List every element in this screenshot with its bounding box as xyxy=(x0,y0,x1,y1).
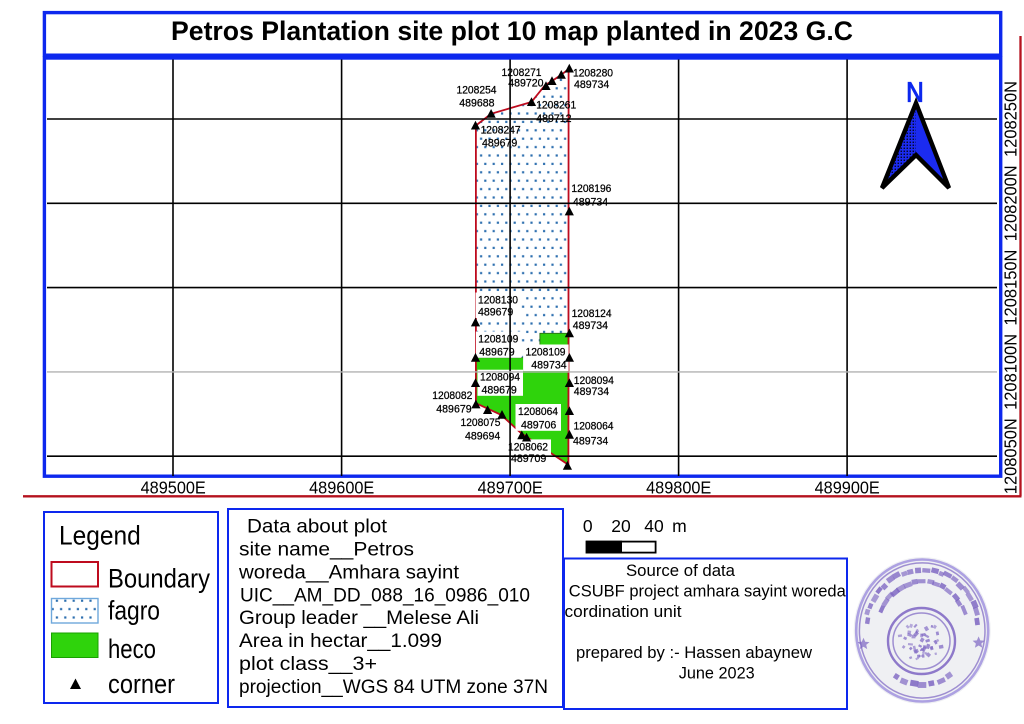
svg-text:plot class__3+: plot class__3+ xyxy=(239,654,377,675)
svg-text:site name__Petros: site name__Petros xyxy=(239,540,414,561)
svg-text:UIC__AM_DD_088_16_0986_010: UIC__AM_DD_088_16_0986_010 xyxy=(240,585,530,606)
svg-text:1208100N: 1208100N xyxy=(1001,334,1021,410)
svg-text:woreda__Amhara sayint: woreda__Amhara sayint xyxy=(238,562,460,583)
svg-text:489600E: 489600E xyxy=(309,478,374,498)
svg-text:489734: 489734 xyxy=(573,320,608,332)
svg-text:Boundary: Boundary xyxy=(108,563,211,593)
svg-text:1208271: 1208271 xyxy=(502,67,542,79)
svg-text:1208109: 1208109 xyxy=(526,347,566,359)
svg-text:corner: corner xyxy=(108,669,175,699)
svg-text:1208109: 1208109 xyxy=(478,334,518,346)
svg-text:489720: 489720 xyxy=(508,78,543,90)
svg-text:Petros Plantation site plot 10: Petros Plantation site plot 10 map plant… xyxy=(171,16,853,46)
svg-text:489734: 489734 xyxy=(573,435,608,447)
svg-text:CSUBF project amhara sayint wo: CSUBF project amhara sayint woreda xyxy=(569,581,847,600)
svg-text:1208196: 1208196 xyxy=(571,183,611,195)
svg-text:Source of data: Source of data xyxy=(626,561,736,580)
svg-text:489679: 489679 xyxy=(478,307,513,319)
svg-text:1208082: 1208082 xyxy=(432,390,472,402)
svg-text:489900E: 489900E xyxy=(815,478,880,498)
svg-text:1208130: 1208130 xyxy=(478,295,518,307)
svg-text:1208075: 1208075 xyxy=(461,417,501,429)
svg-text:prepared by :- Hassen abaynew: prepared by :- Hassen abaynew xyxy=(576,643,813,662)
svg-text:June 2023: June 2023 xyxy=(679,663,755,682)
svg-text:cordination unit: cordination unit xyxy=(565,602,682,621)
svg-text:1208261: 1208261 xyxy=(536,100,576,112)
svg-text:Area in hectar__1.099: Area in hectar__1.099 xyxy=(239,631,442,652)
svg-text:1208150N: 1208150N xyxy=(1001,250,1021,326)
svg-text:m: m xyxy=(672,516,687,536)
svg-text:1208247: 1208247 xyxy=(481,125,521,137)
svg-text:489734: 489734 xyxy=(574,79,609,91)
svg-text:489679: 489679 xyxy=(479,346,514,358)
svg-text:489500E: 489500E xyxy=(141,478,206,498)
svg-text:1208050N: 1208050N xyxy=(1001,418,1021,494)
svg-text:0: 0 xyxy=(583,516,593,536)
svg-text:489734: 489734 xyxy=(573,196,608,208)
svg-text:N: N xyxy=(906,77,923,108)
svg-text:1208062: 1208062 xyxy=(508,441,548,453)
svg-text:489679: 489679 xyxy=(482,384,517,396)
svg-text:1208094: 1208094 xyxy=(574,375,614,387)
svg-text:1208254: 1208254 xyxy=(457,85,497,97)
svg-text:489700E: 489700E xyxy=(478,478,543,498)
svg-text:20: 20 xyxy=(611,516,631,536)
svg-text:489800E: 489800E xyxy=(646,478,711,498)
svg-text:fagro: fagro xyxy=(108,596,160,626)
svg-text:489679: 489679 xyxy=(436,404,471,416)
svg-text:1208280: 1208280 xyxy=(573,67,613,79)
svg-text:489694: 489694 xyxy=(465,430,500,442)
svg-text:1208064: 1208064 xyxy=(574,420,614,432)
svg-text:489706: 489706 xyxy=(521,419,556,431)
svg-text:1208250N: 1208250N xyxy=(1001,81,1021,157)
svg-text:heco: heco xyxy=(108,634,156,664)
svg-text:1208064: 1208064 xyxy=(518,406,558,418)
svg-text:489679: 489679 xyxy=(482,138,517,150)
svg-text:489688: 489688 xyxy=(459,97,494,109)
svg-text:40: 40 xyxy=(644,516,664,536)
svg-text:projection__WGS 84 UTM zone 37: projection__WGS 84 UTM zone 37N xyxy=(239,677,548,698)
svg-text:489734: 489734 xyxy=(574,386,609,398)
svg-text:489734: 489734 xyxy=(531,360,566,372)
svg-text:489709: 489709 xyxy=(511,453,546,465)
svg-text:1208124: 1208124 xyxy=(572,308,612,320)
svg-text:Group leader __Melese Ali: Group leader __Melese Ali xyxy=(239,608,479,629)
svg-text:Legend: Legend xyxy=(59,520,141,550)
svg-text:1208094: 1208094 xyxy=(480,372,520,384)
svg-text:Data about plot: Data about plot xyxy=(247,517,388,538)
svg-text:1208200N: 1208200N xyxy=(1001,165,1021,241)
